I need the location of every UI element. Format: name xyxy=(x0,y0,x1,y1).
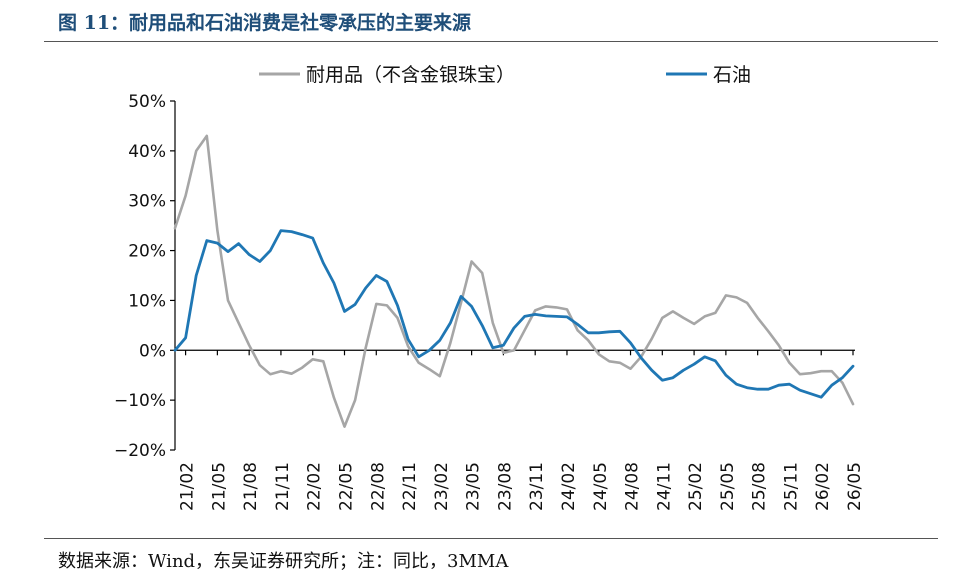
x-tick-label: 23/11 xyxy=(527,462,547,511)
x-tick-label: 22/11 xyxy=(400,462,420,511)
y-tick-label: 20% xyxy=(128,242,166,262)
x-tick-label: 23/05 xyxy=(464,462,484,511)
x-tick-label: 26/02 xyxy=(813,462,833,511)
x-tick-label: 24/05 xyxy=(591,462,611,511)
y-tick-label: 50% xyxy=(128,92,166,112)
x-tick-label: 22/02 xyxy=(305,462,325,511)
y-tick-label: 0% xyxy=(139,341,166,361)
x-tick-label: 23/08 xyxy=(495,462,515,511)
legend-label-oil: 石油 xyxy=(713,64,751,86)
y-axis: 50% 40% 30% 20% 10% 0% −10% −20% xyxy=(114,92,176,461)
bottom-rule xyxy=(44,538,938,539)
y-tick-label: 40% xyxy=(128,142,166,162)
x-tick-label: 22/05 xyxy=(337,462,357,511)
x-tick-label: 21/11 xyxy=(273,462,293,511)
x-tick-label: 23/02 xyxy=(432,462,452,511)
x-tick-label: 24/02 xyxy=(559,462,579,511)
x-tick-label: 25/11 xyxy=(781,462,801,511)
x-tick-label: 22/08 xyxy=(368,462,388,511)
top-rule xyxy=(44,41,938,42)
figure-title: 图 11：耐用品和石油消费是社零承压的主要来源 xyxy=(58,12,472,34)
series-line-durables xyxy=(173,134,855,428)
y-tick-label: 10% xyxy=(128,291,166,311)
x-tick-label: 25/08 xyxy=(750,462,770,511)
x-tick-label: 25/02 xyxy=(686,462,706,511)
x-tick-label: 25/05 xyxy=(718,462,738,511)
source-note: 数据来源：Wind，东吴证券研究所；注：同比，3MMA xyxy=(58,551,509,572)
y-tick-label: −10% xyxy=(114,391,166,411)
x-axis: 21/02 21/05 21/08 21/11 22/02 22/05 22/08 22/11… xyxy=(175,349,865,511)
x-tick-label: 21/02 xyxy=(178,462,198,511)
series-line-oil xyxy=(173,229,855,399)
x-tick-label: 24/08 xyxy=(623,462,643,511)
x-tick-label: 24/11 xyxy=(654,462,674,511)
legend-label-durables: 耐用品（不含金银珠宝） xyxy=(306,64,515,86)
plot-lines xyxy=(173,134,855,428)
x-tick-label: 26/05 xyxy=(845,462,865,511)
y-tick-label: 30% xyxy=(128,192,166,212)
legend: 耐用品（不含金银珠宝） 石油 xyxy=(259,64,751,86)
x-tick-label: 21/05 xyxy=(209,462,229,511)
y-tick-label: −20% xyxy=(114,441,166,461)
x-tick-label: 21/08 xyxy=(241,462,261,511)
